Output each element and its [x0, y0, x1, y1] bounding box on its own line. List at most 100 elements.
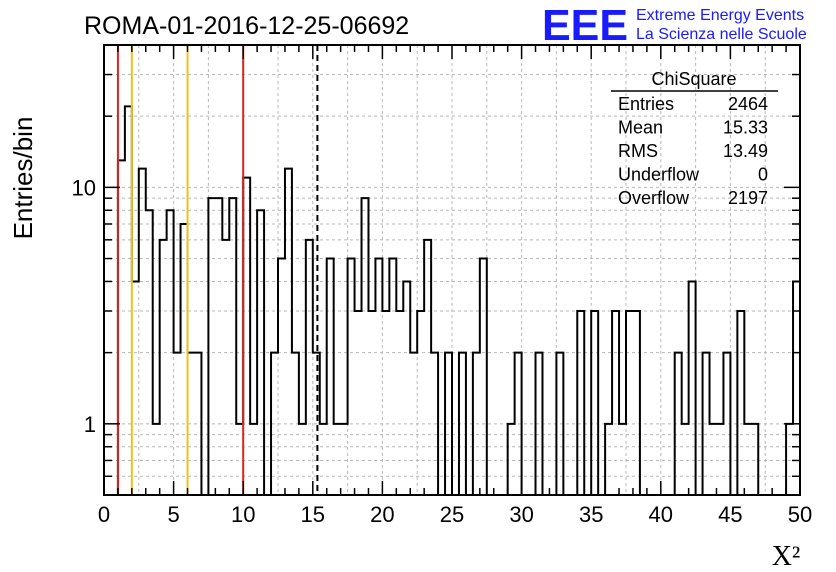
histogram-bin: [375, 259, 382, 495]
histogram-bin: [153, 424, 160, 495]
histogram-bin: [633, 311, 640, 495]
stats-label: Underflow: [618, 165, 700, 185]
histogram-bin: [508, 424, 515, 495]
histogram-bin: [675, 353, 682, 495]
stats-box: ChiSquare Entries 2464 Mean 15.33 RMS 13.49 Un…: [611, 69, 778, 208]
histogram-bin: [710, 424, 717, 495]
x-tick-label: 0: [98, 502, 110, 527]
eee-logo-line2: La Scienza nelle Scuole: [636, 26, 807, 43]
x-tick-label: 45: [718, 502, 742, 527]
y-tick-label: 10: [72, 175, 96, 200]
histogram-bin: [306, 240, 313, 495]
histogram-bin: [181, 224, 188, 495]
histogram-bin: [313, 353, 320, 495]
stats-value: 15.33: [723, 118, 768, 138]
histogram-bin: [751, 424, 758, 495]
histogram-bin: [536, 353, 543, 495]
histogram-bin: [703, 353, 710, 495]
histogram-bin: [723, 353, 730, 495]
histogram-bin: [577, 311, 584, 495]
histogram-bin: [515, 353, 522, 495]
stats-value: 2197: [728, 188, 768, 208]
histogram-bin: [299, 424, 306, 495]
x-tick-label: 10: [231, 502, 255, 527]
eee-logo-mark: EEE: [542, 1, 628, 50]
histogram-bin: [389, 259, 396, 495]
histogram-bin: [348, 259, 355, 495]
histogram-bin: [605, 424, 612, 495]
stats-label: Mean: [618, 118, 663, 138]
histogram-bin: [167, 210, 174, 495]
histogram-bin: [556, 353, 563, 495]
stats-value: 13.49: [723, 141, 768, 161]
x-axis-label: X²: [772, 541, 801, 572]
histogram-bin: [424, 240, 431, 495]
histogram-bin: [417, 311, 424, 495]
histogram-bin: [278, 259, 285, 495]
histogram-bin: [125, 106, 132, 495]
histogram-bin: [292, 353, 299, 495]
histogram-bin: [236, 424, 243, 495]
histogram-bin: [257, 210, 264, 495]
histogram: [104, 105, 801, 496]
histogram-bin: [626, 311, 633, 495]
eee-logo-line1: Extreme Energy Events: [636, 7, 804, 24]
histogram-bin: [591, 311, 598, 495]
histogram-bin: [320, 424, 327, 495]
histogram-bin: [473, 353, 480, 495]
histogram-bin: [271, 353, 278, 495]
histogram-bin: [431, 353, 438, 495]
stats-rows: Entries 2464 Mean 15.33 RMS 13.49 Underflow 0 Ov…: [618, 94, 768, 208]
histogram-bin: [327, 259, 334, 495]
x-tick-label: 20: [370, 502, 394, 527]
reference-lines: [116, 45, 319, 495]
histogram-bin: [689, 281, 696, 495]
chart-title: ROMA-01-2016-12-25-06692: [84, 12, 409, 40]
histogram-bin: [382, 311, 389, 495]
histogram-bin: [445, 353, 452, 495]
histogram-bin: [737, 311, 744, 495]
histogram-bin: [410, 353, 417, 495]
stats-title: ChiSquare: [651, 69, 736, 89]
histogram-bin: [612, 311, 619, 495]
histogram-bin: [716, 424, 723, 495]
x-tick-label: 30: [509, 502, 533, 527]
histogram-bin: [174, 353, 181, 495]
x-tick-label: 50: [788, 502, 812, 527]
histogram-bin: [229, 198, 236, 495]
histogram-bin: [341, 424, 348, 495]
eee-logo: EEE Extreme Energy Events La Scienza nel…: [542, 1, 807, 50]
stats-value: 2464: [728, 94, 768, 114]
y-axis-label: Entries/bin: [8, 117, 38, 240]
stats-label: Overflow: [618, 188, 690, 208]
histogram-bin: [459, 353, 466, 495]
histogram-bin: [334, 424, 341, 495]
histogram-bin: [188, 353, 195, 495]
histogram-bin: [160, 240, 167, 495]
histogram-bin: [215, 198, 222, 495]
x-tick-label: 15: [301, 502, 325, 527]
histogram-bin: [619, 424, 626, 495]
histogram-bin: [368, 311, 375, 495]
histogram-bin: [139, 169, 146, 495]
histogram-bin: [355, 311, 362, 495]
x-tick-label: 5: [167, 502, 179, 527]
stats-value: 0: [758, 165, 768, 185]
histogram-bin: [793, 281, 800, 495]
histogram-bin: [403, 281, 410, 495]
axis-ticks: 0 5 10 15 20 25 30 35 40 45 50 1 10: [72, 45, 812, 527]
histogram-bin: [194, 353, 201, 495]
histogram-bin: [480, 259, 487, 495]
histogram-bin: [396, 311, 403, 495]
histogram-bin: [786, 424, 793, 495]
histogram-bin: [362, 198, 369, 495]
x-tick-label: 25: [440, 502, 464, 527]
stats-label: RMS: [618, 141, 658, 161]
histogram-bin: [208, 198, 215, 495]
histogram-outline: [104, 105, 801, 496]
y-tick-label: 1: [84, 412, 96, 437]
histogram-bin: [146, 210, 153, 495]
histogram-bin: [682, 424, 689, 495]
x-tick-label: 35: [579, 502, 603, 527]
